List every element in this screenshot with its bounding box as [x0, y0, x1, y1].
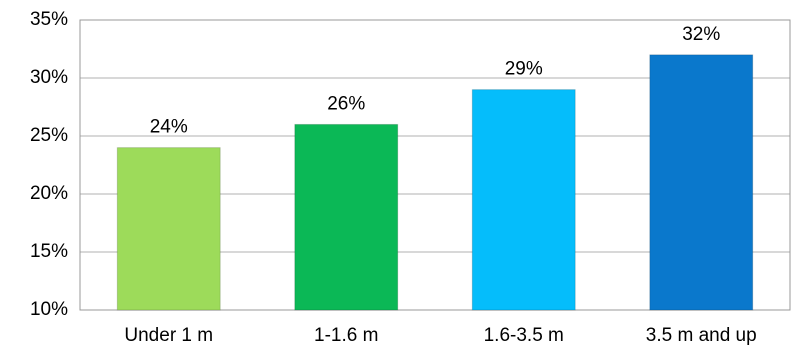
bar	[294, 123, 399, 311]
bar	[471, 89, 576, 311]
value-label: 32%	[682, 24, 720, 45]
x-tick-label: 1.6-3.5 m	[484, 325, 564, 346]
value-label: 24%	[150, 117, 188, 138]
y-tick-label: 25%	[30, 125, 68, 146]
bar	[649, 54, 754, 311]
y-tick-label: 10%	[30, 299, 68, 320]
plot-border	[79, 19, 791, 311]
x-tick-label: 1-1.6 m	[314, 325, 378, 346]
x-tick-label: Under 1 m	[124, 325, 213, 346]
y-tick-label: 35%	[30, 9, 68, 30]
bar	[116, 147, 221, 311]
x-tick-label: 3.5 m and up	[646, 325, 757, 346]
y-tick-label: 15%	[30, 241, 68, 262]
value-label: 26%	[327, 93, 365, 114]
y-tick-label: 30%	[30, 67, 68, 88]
value-label: 29%	[505, 59, 543, 80]
y-tick-label: 20%	[30, 183, 68, 204]
